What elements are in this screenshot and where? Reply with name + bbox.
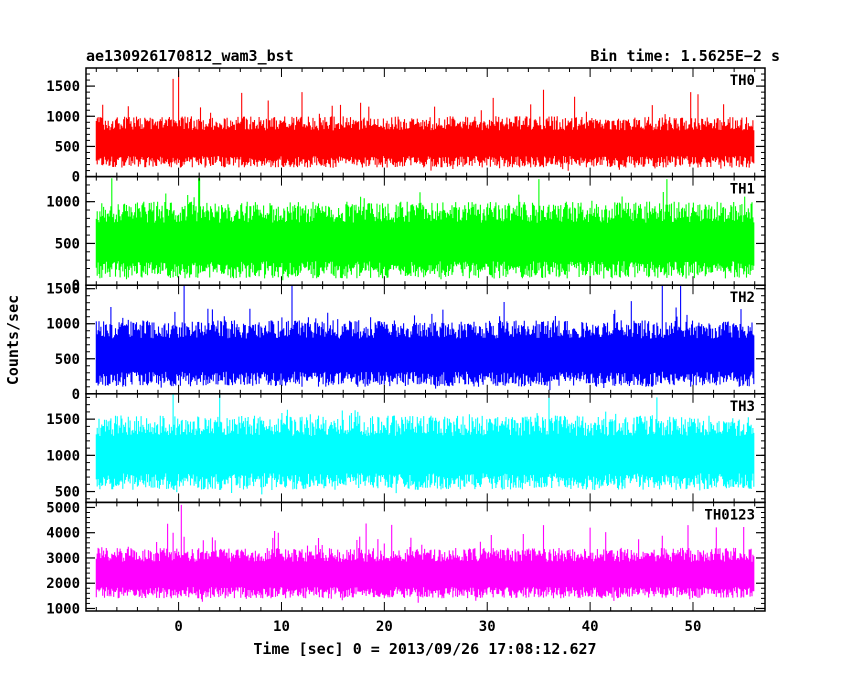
y-axis-label: Counts/sec xyxy=(4,295,22,385)
y-tick-label: 5000 xyxy=(46,500,80,516)
y-tick-label: 1000 xyxy=(46,195,80,211)
series-th1 xyxy=(95,178,755,281)
y-tick-label: 1500 xyxy=(46,412,80,428)
y-tick-label: 500 xyxy=(55,139,80,155)
y-tick-label: 1000 xyxy=(46,601,80,617)
y-tick-label: 4000 xyxy=(46,526,80,542)
y-tick-label: 3000 xyxy=(46,551,80,567)
y-tick-label: 0 xyxy=(72,387,80,403)
panel-th1: 0 500 1000 TH1 xyxy=(46,175,766,294)
panel-label-th2: TH2 xyxy=(730,290,755,306)
series-th0 xyxy=(95,71,755,171)
y-tick-label: 1000 xyxy=(46,448,80,464)
x-tick-label: 0 xyxy=(174,619,182,635)
panel-label-th1: TH1 xyxy=(730,182,755,198)
y-tick-label: 2000 xyxy=(46,576,80,592)
x-tick-label: 20 xyxy=(376,619,393,635)
x-axis-label: Time [sec] 0 = 2013/09/26 17:08:12.627 xyxy=(253,640,596,658)
panel-label-th3: TH3 xyxy=(730,399,755,415)
y-tick-label: 500 xyxy=(55,352,80,368)
y-tick-label: 500 xyxy=(55,485,80,501)
y-tick-label: 0 xyxy=(72,278,80,294)
y-tick-label: 1500 xyxy=(46,79,80,95)
panel-th0123: 1000 2000 3000 4000 5000 TH0123 xyxy=(46,500,766,617)
x-axis: 0 10 20 30 40 50 xyxy=(174,619,701,635)
y-tick-label: 1500 xyxy=(46,282,80,298)
chart-title-left: ae130926170812_wam3_bst xyxy=(86,47,294,65)
panel-th3: 500 1000 1500 TH3 xyxy=(46,393,766,504)
x-tick-label: 40 xyxy=(582,619,599,635)
series-th0123 xyxy=(95,504,755,603)
series-th3 xyxy=(95,393,755,495)
y-tick-label: 0 xyxy=(72,170,80,186)
panel-label-th0123: TH0123 xyxy=(704,507,755,523)
panels-group: 0 500 1000 1500 TH0 0 500 1000 TH1 0 500 1000 1500 TH… xyxy=(46,67,766,617)
y-tick-label: 500 xyxy=(55,236,80,252)
panel-label-th0: TH0 xyxy=(730,73,755,89)
x-tick-label: 50 xyxy=(685,619,702,635)
chart-title-right: Bin time: 1.5625E−2 s xyxy=(590,47,780,65)
x-tick-label: 30 xyxy=(479,619,496,635)
y-tick-label: 1000 xyxy=(46,317,80,333)
x-tick-label: 10 xyxy=(273,619,290,635)
panel-th0: 0 500 1000 1500 TH0 xyxy=(46,67,766,186)
series-th2 xyxy=(95,285,755,391)
y-tick-label: 1000 xyxy=(46,109,80,125)
panel-th2: 0 500 1000 1500 TH2 xyxy=(46,282,766,403)
